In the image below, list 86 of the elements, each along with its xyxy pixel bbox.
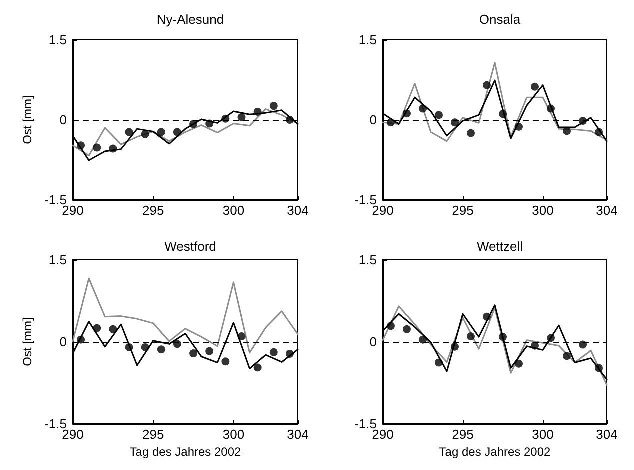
x-tick-label: 304 [596,203,618,218]
x-tick-label: 295 [452,203,474,218]
point [531,82,539,91]
point [109,144,118,153]
point [222,358,230,366]
x-tick-label: 304 [287,203,309,218]
point [157,346,166,354]
x-tick-label: 295 [142,427,164,442]
point [157,128,166,136]
point [286,350,294,358]
point [419,336,427,344]
chart-title: Onsala [479,12,522,27]
x-tick-label: 295 [452,427,474,442]
point [387,118,395,127]
point [254,108,262,116]
point [254,364,262,372]
line-series [382,62,608,142]
x-axis-title: Tag des Jahres 2002 [130,445,242,459]
point [141,343,150,352]
point [515,360,523,368]
point [579,117,587,126]
y-tick-label: 0 [370,334,377,350]
point [419,104,427,113]
y-tick-label: 1.5 [48,252,67,268]
x-axis-title: Tag des Jahres 2002 [439,445,552,459]
point [77,336,86,344]
y-tick-label: 1.5 [48,32,67,48]
point [467,129,475,138]
x-tick-label: 304 [596,427,618,442]
point [387,322,395,330]
point [435,358,443,367]
point [435,111,443,120]
point [286,116,294,124]
point [563,127,571,136]
point [125,128,134,136]
y-axis-title: Ost [mm] [20,96,35,144]
point [141,130,150,138]
point [515,122,523,131]
point [238,332,246,341]
point [190,349,198,358]
point [270,348,278,356]
point [403,325,411,334]
point [595,364,603,372]
point [125,343,134,352]
point [595,128,603,136]
y-tick-label: 0 [60,334,67,350]
point [451,118,459,127]
point [499,333,507,342]
y-tick-label: 0 [370,112,377,128]
point [190,120,198,128]
point [93,144,102,152]
point [547,104,555,113]
point [270,102,278,110]
chart-title: Wettzell [477,239,524,254]
x-tick-label: 300 [532,427,554,442]
point [206,120,214,128]
point [483,312,491,321]
point [173,340,182,348]
point [77,142,86,150]
point [467,332,475,341]
point [531,342,539,350]
x-tick-label: 300 [222,427,245,442]
point [93,324,102,332]
x-tick-label: 300 [532,203,554,218]
point [483,81,491,90]
x-tick-label: 304 [287,427,309,442]
point [403,110,411,118]
y-tick-label: 1.5 [358,32,377,48]
x-tick-label: 300 [222,203,245,218]
chart-title: Ny-Alesund [156,12,224,27]
point [206,347,214,356]
line-series [72,278,299,354]
point [173,128,182,136]
point [109,325,118,334]
point [451,342,459,351]
point [547,334,555,342]
point [222,114,230,123]
x-tick-label: 295 [142,203,164,218]
y-axis-title: Ost [mm] [20,318,35,366]
point [563,352,571,360]
y-tick-label: 1.5 [358,252,377,268]
chart-title: Westford [164,239,216,254]
point [499,110,507,118]
y-tick-label: 0 [60,112,67,128]
point [238,113,246,122]
point [579,340,587,349]
